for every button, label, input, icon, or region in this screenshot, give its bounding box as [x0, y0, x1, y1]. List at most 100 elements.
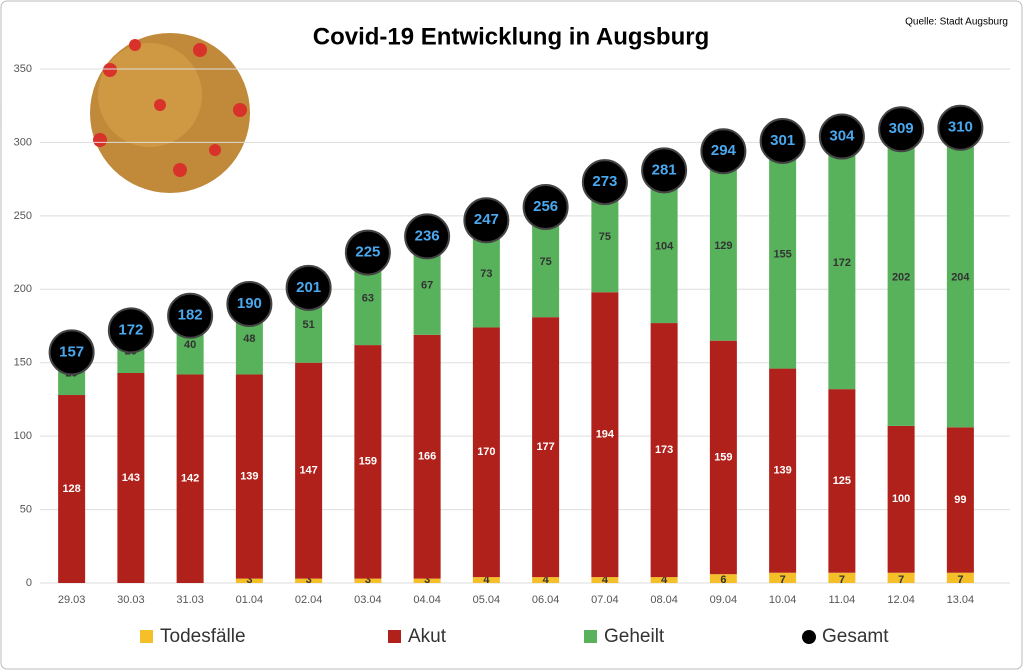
bar-label: 51 — [303, 319, 315, 331]
bar-segment — [472, 327, 500, 578]
legend-marker — [584, 630, 597, 643]
x-tick-label: 10.04 — [769, 594, 797, 606]
bar-segment — [946, 427, 974, 573]
x-tick-label: 29.03 — [58, 594, 86, 606]
chart-title: Covid-19 Entwicklung in Augsburg — [313, 23, 709, 50]
y-tick-label: 350 — [14, 63, 32, 75]
bar-label: 172 — [833, 257, 851, 269]
bar-label: 73 — [480, 268, 492, 280]
bar-segment — [887, 572, 915, 583]
bar-segment — [472, 577, 500, 583]
bar-label: 128 — [62, 483, 80, 495]
bar-label: 142 — [181, 473, 199, 485]
total-label: 225 — [355, 244, 380, 261]
bar-segment — [591, 577, 619, 583]
bar-segment — [176, 374, 204, 583]
legend-marker — [388, 630, 401, 643]
legend-label: Geheilt — [604, 626, 665, 647]
bar-label: 159 — [359, 456, 377, 468]
bar-label: 177 — [536, 441, 554, 453]
total-label: 294 — [711, 142, 737, 159]
x-tick-label: 06.04 — [532, 594, 560, 606]
total-label: 273 — [592, 173, 617, 190]
bar-label: 204 — [951, 271, 970, 283]
bar-label: 125 — [833, 475, 851, 487]
total-label: 172 — [118, 321, 143, 338]
total-marker — [522, 184, 569, 231]
x-tick-label: 13.04 — [947, 594, 975, 606]
legend-marker — [802, 630, 816, 644]
bar-segment — [946, 572, 974, 583]
bar-label: 7 — [780, 574, 786, 586]
bar-label: 100 — [892, 493, 910, 505]
bar-label: 139 — [240, 470, 258, 482]
x-tick-label: 31.03 — [176, 594, 204, 606]
bar-segment — [295, 578, 323, 583]
bar-label: 143 — [122, 472, 140, 484]
total-label: 310 — [948, 119, 973, 136]
y-tick-label: 150 — [14, 357, 32, 369]
bar-segment — [58, 395, 86, 583]
bar-label: 48 — [243, 333, 255, 345]
bar-label: 4 — [661, 574, 668, 586]
bar-label: 4 — [602, 574, 609, 586]
bar-segment — [295, 362, 323, 579]
y-tick-label: 0 — [26, 577, 32, 589]
bar-segment — [532, 577, 560, 583]
bar-label: 75 — [540, 256, 552, 268]
legend-label: Todesfälle — [160, 626, 246, 647]
total-marker — [226, 280, 273, 327]
bar-label: 40 — [184, 339, 196, 351]
bar-segment — [413, 334, 441, 579]
bar-segment — [117, 372, 145, 583]
bar-segment — [709, 574, 737, 583]
bar-label: 63 — [362, 293, 374, 305]
total-marker — [937, 104, 984, 151]
x-tick-label: 30.03 — [117, 594, 145, 606]
y-tick-label: 100 — [14, 430, 32, 442]
total-marker — [581, 159, 628, 206]
x-tick-label: 05.04 — [473, 594, 501, 606]
bar-segment — [235, 578, 263, 583]
total-marker — [167, 292, 214, 339]
total-label: 304 — [829, 128, 855, 145]
bar-segment — [650, 323, 678, 578]
x-tick-label: 08.04 — [650, 594, 678, 606]
bar-label: 6 — [720, 574, 726, 586]
bar-label: 159 — [714, 451, 732, 463]
legend-label: Gesamt — [822, 626, 889, 647]
y-tick-label: 50 — [20, 503, 32, 515]
total-marker — [404, 213, 451, 260]
total-label: 157 — [59, 343, 84, 360]
x-tick-label: 04.04 — [413, 594, 441, 606]
x-tick-label: 07.04 — [591, 594, 619, 606]
bar-label: 3 — [306, 574, 312, 586]
virus-image — [90, 33, 250, 193]
bar-segment — [769, 368, 797, 573]
total-marker — [700, 128, 747, 175]
bar-label: 3 — [246, 574, 252, 586]
total-label: 201 — [296, 279, 321, 296]
x-tick-label: 01.04 — [236, 594, 264, 606]
bar-segment — [354, 345, 382, 579]
total-marker — [818, 113, 865, 160]
bar-label: 155 — [773, 249, 791, 261]
bar-segment — [828, 389, 856, 573]
bar-label: 7 — [898, 574, 904, 586]
bar-segment — [828, 136, 856, 390]
bar-label: 4 — [543, 574, 550, 586]
bar-segment — [354, 578, 382, 583]
bar-label: 139 — [773, 465, 791, 477]
bar-label: 202 — [892, 271, 910, 283]
bar-segment — [769, 140, 797, 369]
bar-segment — [946, 127, 974, 428]
legend-label: Akut — [408, 626, 447, 647]
total-label: 190 — [237, 295, 262, 312]
total-marker — [344, 229, 391, 276]
bar-label: 67 — [421, 280, 433, 292]
total-marker — [107, 307, 154, 354]
bar-label: 7 — [839, 574, 845, 586]
bar-segment — [887, 425, 915, 573]
total-marker — [759, 117, 806, 164]
bar-segment — [828, 572, 856, 583]
